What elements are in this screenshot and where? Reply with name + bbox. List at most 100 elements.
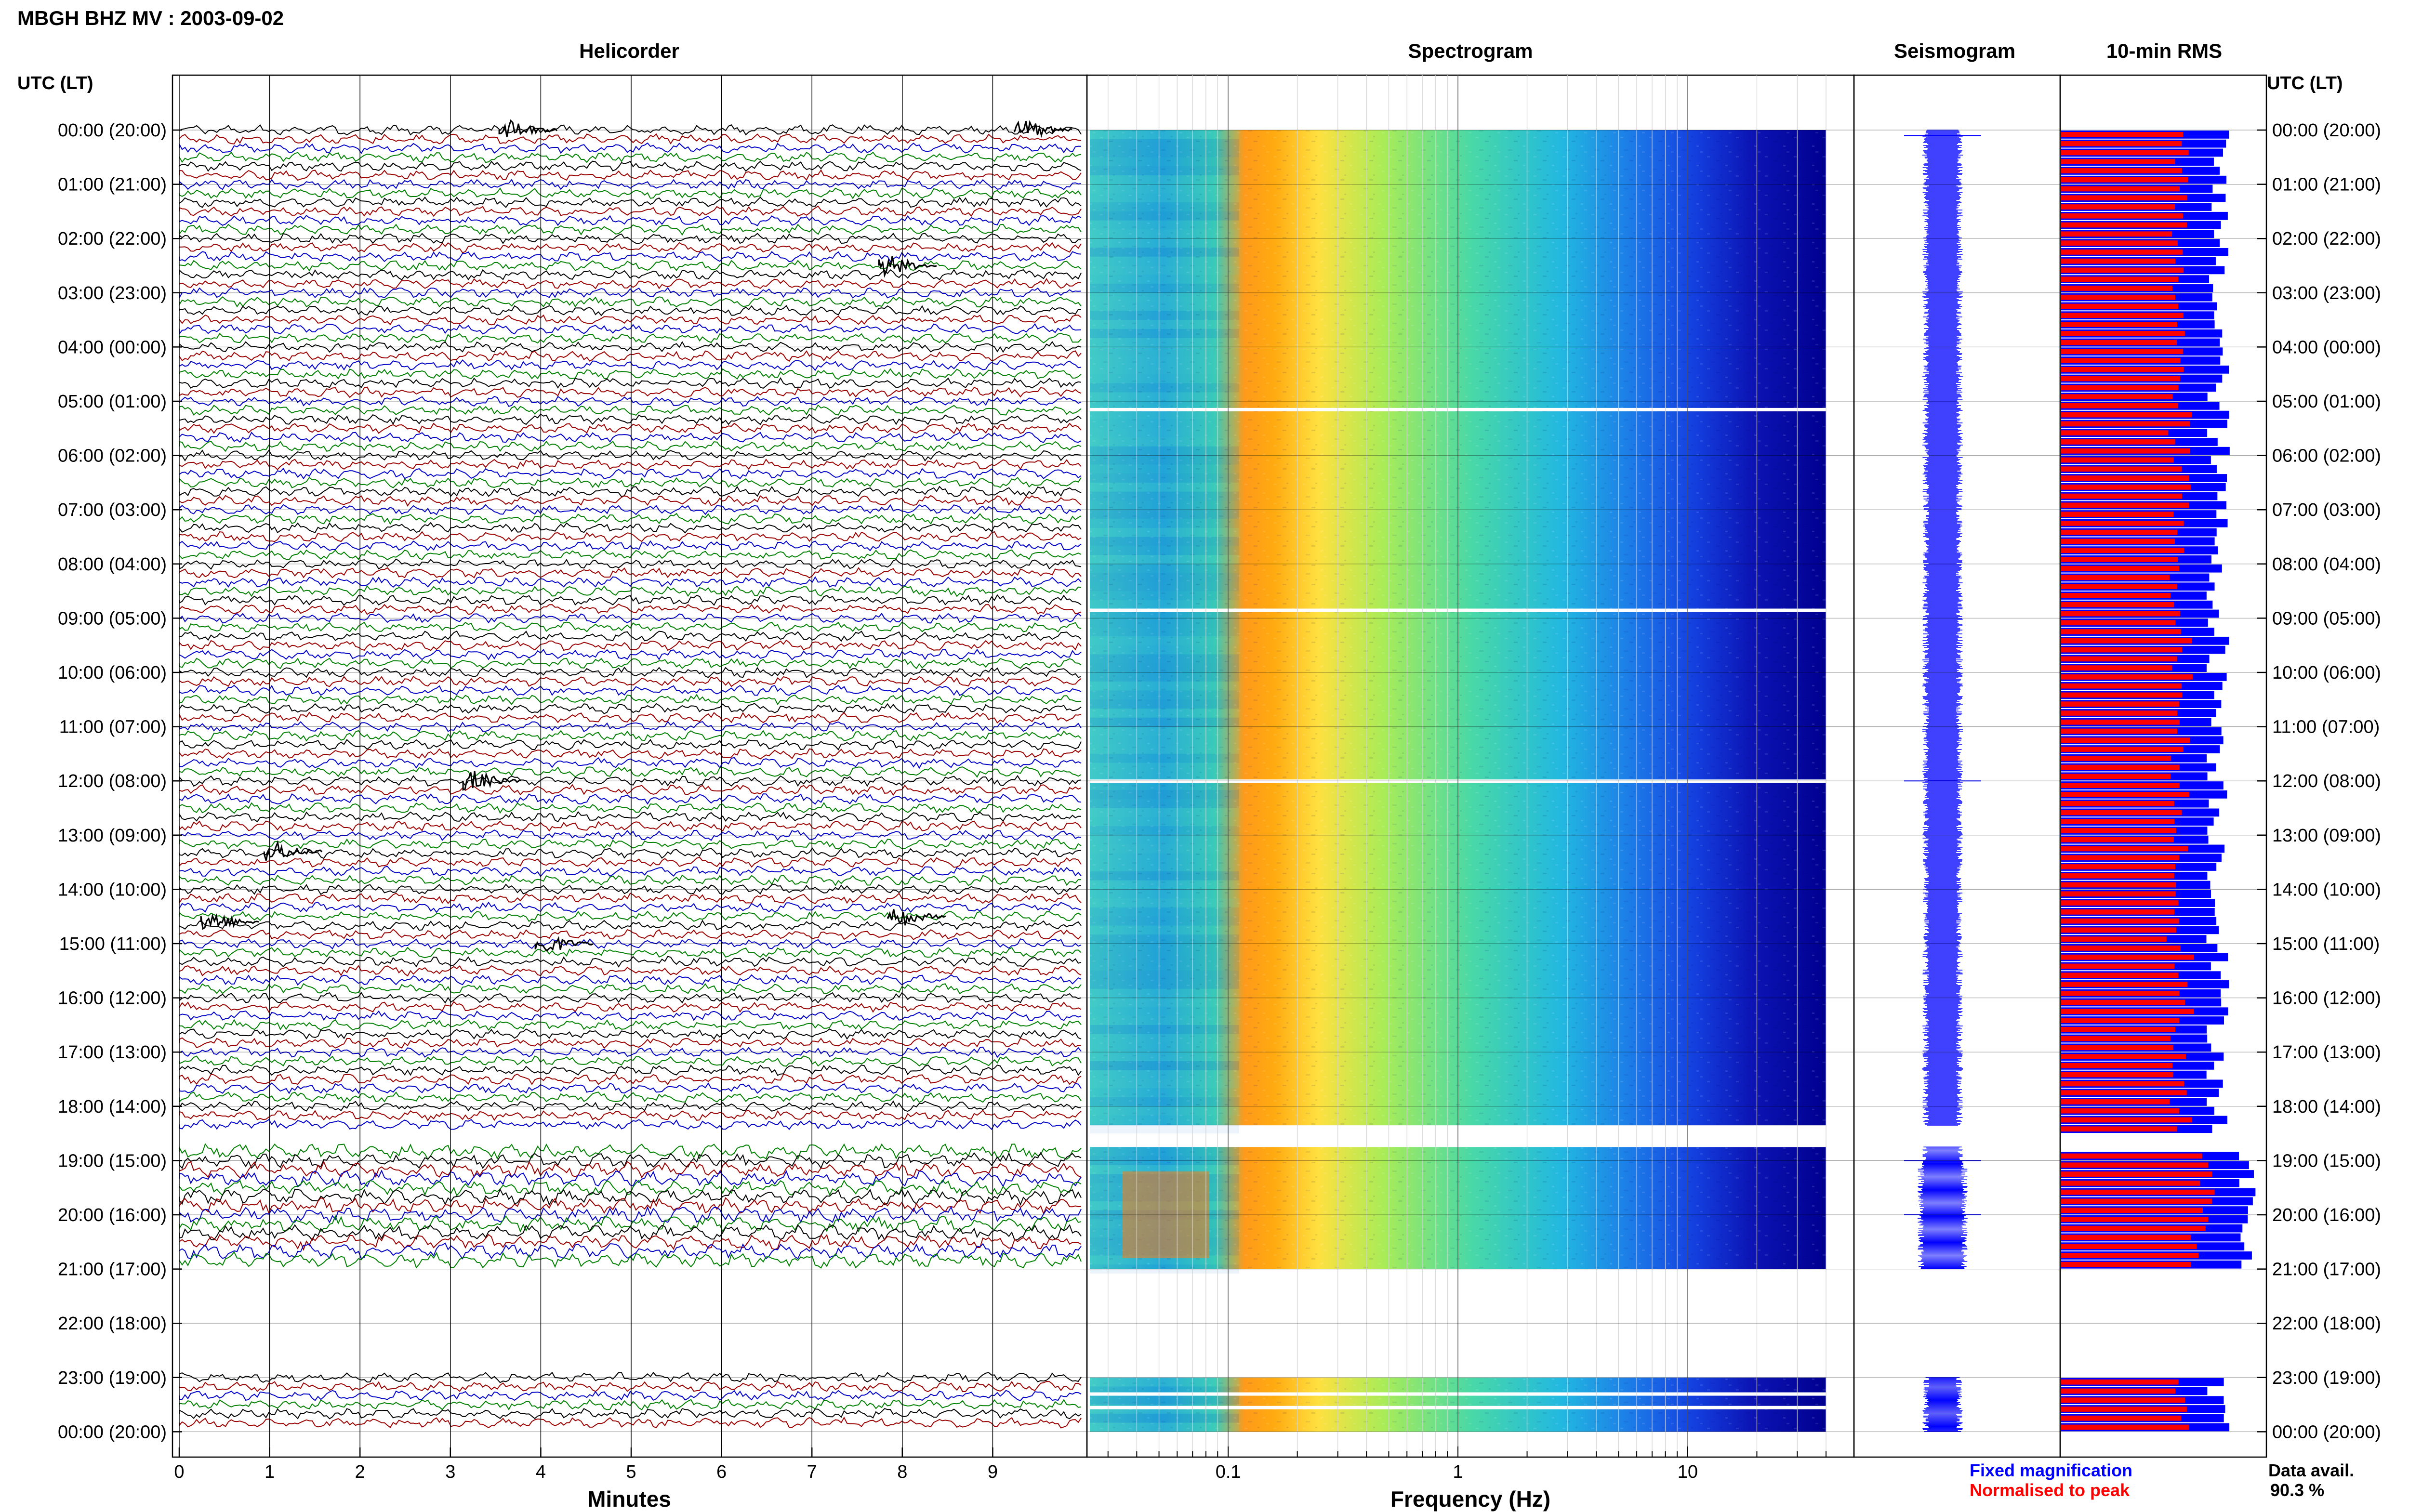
spectrogram-band xyxy=(1090,211,1239,221)
rms-bar-normalised xyxy=(2061,710,2178,716)
spectrogram-band xyxy=(1090,772,1239,781)
time-tick-label-right: 08:00 (04:00) xyxy=(2272,554,2381,575)
spectrogram-band xyxy=(1090,736,1239,745)
spectrogram-band xyxy=(1090,157,1239,167)
helicorder-trace xyxy=(179,847,1082,859)
time-tick-label-left: 10:00 (06:00) xyxy=(58,663,167,683)
helicorder-x-tick-label: 4 xyxy=(536,1462,546,1482)
spectrogram-band xyxy=(1090,934,1239,944)
helicorder-trace xyxy=(179,1197,1082,1215)
spectrogram-band xyxy=(1090,817,1239,827)
spectrogram-band xyxy=(1090,753,1239,763)
rms-bar-normalised xyxy=(2061,412,2192,418)
rms-bar-normalised xyxy=(2061,638,2192,644)
rms-bar-normalised xyxy=(2061,512,2174,517)
rms-bar-normalised xyxy=(2061,286,2173,291)
rms-bar-normalised xyxy=(2061,575,2170,580)
helicorder-trace xyxy=(179,684,1082,696)
rms-bar-normalised xyxy=(2061,294,2175,300)
time-axis-label-right: UTC (LT) xyxy=(2267,73,2343,93)
rms-bar-normalised xyxy=(2061,565,2180,571)
rms-bar-normalised xyxy=(2061,1189,2215,1195)
rms-bar-normalised xyxy=(2061,1225,2206,1231)
spectrogram-band xyxy=(1090,980,1239,989)
spectrogram-band xyxy=(1090,889,1239,899)
helicorder-trace xyxy=(179,1152,1082,1170)
rms-bar-normalised xyxy=(2061,213,2183,219)
spectrogram-band xyxy=(1090,627,1239,636)
rms-bar-normalised xyxy=(2061,204,2175,210)
rms-bar-normalised xyxy=(2061,484,2191,490)
helicorder-trace xyxy=(179,413,1082,425)
time-tick-label-right: 23:00 (19:00) xyxy=(2272,1368,2381,1388)
rms-bar-normalised xyxy=(2061,665,2172,671)
rms-bar-normalised xyxy=(2061,1262,2191,1267)
rms-bar-normalised xyxy=(2061,1180,2200,1186)
time-tick-label-left: 17:00 (13:00) xyxy=(58,1042,167,1063)
spectrogram-band xyxy=(1090,537,1239,546)
rms-bar-normalised xyxy=(2061,791,2190,797)
helicorder-trace xyxy=(179,476,1082,488)
rms-bar-normalised xyxy=(2061,367,2184,372)
rms-bar-normalised xyxy=(2061,602,2174,607)
helicorder-x-tick-label: 7 xyxy=(807,1462,817,1482)
spectrogram-band xyxy=(1090,256,1239,266)
helicorder-trace xyxy=(179,440,1082,452)
spectrogram-band xyxy=(1090,663,1239,672)
spectrogram-band xyxy=(1090,1088,1239,1098)
helicorder-trace xyxy=(179,278,1082,289)
rms-bar-normalised xyxy=(2061,864,2176,869)
spectrogram-band xyxy=(1090,636,1239,645)
rms-bar-normalised xyxy=(2061,1063,2173,1068)
helicorder-trace xyxy=(179,522,1082,534)
spectrogram-band xyxy=(1090,1264,1239,1274)
spectrogram-band xyxy=(1090,148,1239,158)
rms-bar-normalised xyxy=(2061,656,2177,662)
helicorder-trace xyxy=(179,1019,1082,1031)
helicorder-trace xyxy=(179,214,1082,226)
helicorder-trace xyxy=(179,332,1082,344)
rms-bar-normalised xyxy=(2061,557,2178,562)
rms-bar-normalised xyxy=(2061,520,2184,526)
helicorder-trace xyxy=(179,196,1082,209)
rms-bar-normalised xyxy=(2061,466,2182,472)
helicorder-trace xyxy=(179,603,1082,615)
helicorder-event xyxy=(498,119,558,137)
spectrogram-band xyxy=(1090,1395,1239,1405)
rms-bar-normalised xyxy=(2061,394,2173,399)
helicorder-trace xyxy=(179,721,1082,733)
spectrogram-band xyxy=(1090,618,1239,628)
rms-bar-normalised xyxy=(2061,909,2175,915)
spectrogram-band xyxy=(1090,1115,1239,1125)
spectrogram-band xyxy=(1090,546,1239,555)
helicorder-trace xyxy=(179,838,1082,850)
helicorder-trace xyxy=(179,377,1082,389)
spectrogram-band xyxy=(1090,365,1239,374)
helicorder-trace xyxy=(179,242,1082,253)
spectrogram-band xyxy=(1090,311,1239,320)
rms-bar-normalised xyxy=(2061,313,2184,318)
spectrogram-band xyxy=(1090,229,1239,239)
helicorder-trace xyxy=(179,504,1082,515)
helicorder-trace xyxy=(179,187,1082,199)
spectrogram-band xyxy=(1090,265,1239,275)
rms-bar-normalised xyxy=(2061,132,2184,137)
helicorder-trace xyxy=(179,224,1082,236)
rms-bar-normalised xyxy=(2061,1009,2194,1014)
rms-bar-normalised xyxy=(2061,421,2190,427)
helicorder-trace xyxy=(179,205,1082,217)
time-tick-label-right: 02:00 (22:00) xyxy=(2272,229,2381,249)
helicorder-event xyxy=(462,771,521,791)
spectrogram-band xyxy=(1090,988,1239,998)
seismogram-trace xyxy=(1904,130,1981,1432)
rms-bar-normalised xyxy=(2061,620,2176,626)
spectrogram-band xyxy=(1090,1413,1239,1423)
helicorder-trace xyxy=(179,1046,1082,1058)
rms-bar-normalised xyxy=(2061,728,2178,734)
rms-bar-normalised xyxy=(2061,303,2179,309)
spectrogram-band xyxy=(1090,238,1239,248)
rms-bar-normalised xyxy=(2061,475,2189,481)
time-tick-label-right: 10:00 (06:00) xyxy=(2272,663,2381,683)
rms-bar-normalised xyxy=(2061,647,2183,653)
time-tick-label-left: 01:00 (21:00) xyxy=(58,175,167,195)
